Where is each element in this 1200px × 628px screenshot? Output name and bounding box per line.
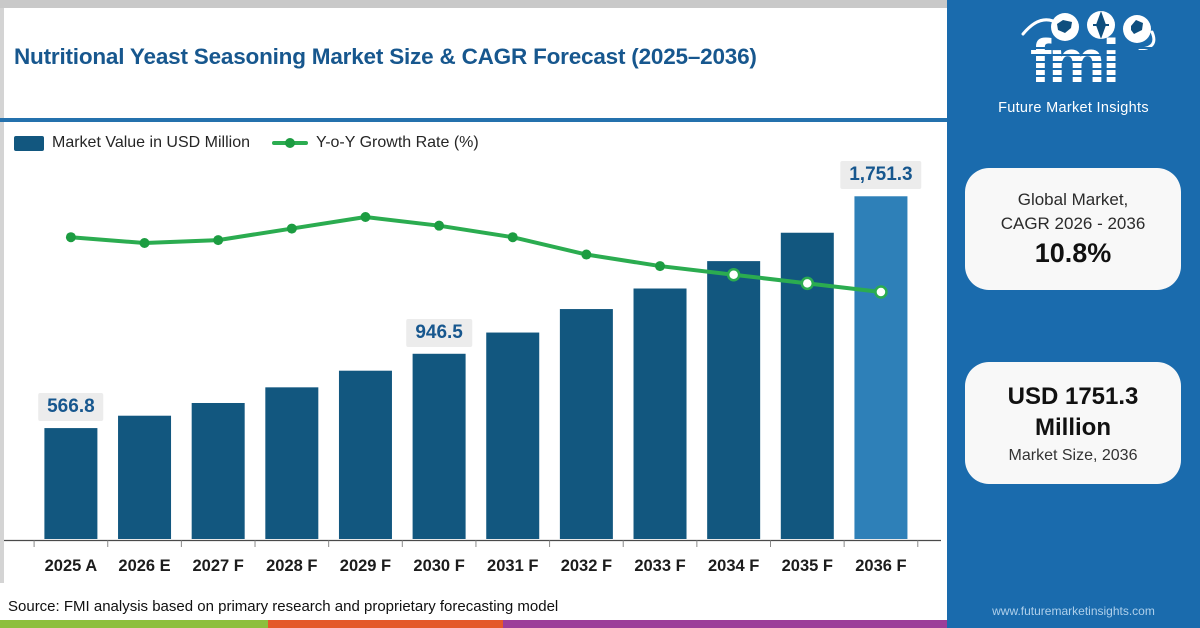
source-note: Source: FMI analysis based on primary re… — [8, 598, 559, 615]
bar-2027-f — [191, 402, 245, 539]
combo-chart: 2025 A 2026 E 2027 F 2028 F 2029 F 2030 F 2031… — [4, 196, 941, 575]
yoy-growth-point — [360, 212, 371, 223]
x-axis-label: 2033 F — [634, 557, 685, 575]
chart-legend: Market Value in USD Million Y-o-Y Growth… — [14, 134, 479, 152]
bar-2028-f — [265, 387, 319, 539]
cagr-card-line1: Global Market, — [1017, 189, 1129, 209]
logo-tagline: Future Market Insights — [998, 100, 1149, 116]
line-legend-glyph-icon — [272, 135, 308, 151]
header-divider — [0, 118, 947, 122]
yoy-growth-point — [874, 285, 888, 299]
x-axis-label: 2029 F — [340, 557, 391, 575]
bar-2025-a — [44, 428, 98, 539]
x-axis-label: 2036 F — [855, 557, 906, 575]
yoy-growth-point — [507, 232, 518, 243]
x-axis-label: 2027 F — [192, 557, 243, 575]
bar-2031-f — [486, 332, 540, 539]
bar-2032-f — [559, 309, 613, 539]
x-axis-label: 2035 F — [782, 557, 833, 575]
strip-orange-segment — [268, 620, 503, 628]
bar-2033-f — [633, 288, 687, 539]
strip-purple-segment — [503, 620, 947, 628]
bar-2036-f — [854, 196, 908, 539]
fmi-logo: fmi Future Market Insights — [947, 0, 1200, 125]
yoy-growth-point — [434, 220, 445, 231]
chart-panel: Nutritional Yeast Seasoning Market Size … — [0, 0, 947, 628]
top-frame-bar — [0, 0, 947, 8]
brand-sidebar: fmi Future Market Insights Global Market… — [947, 0, 1200, 628]
cagr-card: Global Market, CAGR 2026 - 2036 10.8% — [965, 168, 1181, 290]
cagr-value: 10.8% — [1034, 237, 1112, 268]
logo-wordmark: fmi — [1030, 26, 1120, 98]
market-size-value-line1: USD 1751.3 — [1007, 382, 1139, 410]
strip-green-segment — [0, 620, 268, 628]
logo-globes-icons — [1021, 11, 1156, 50]
yoy-growth-point — [655, 261, 666, 272]
bar-legend-label: Market Value in USD Million — [52, 134, 250, 151]
yoy-growth-point — [726, 267, 741, 282]
x-axis-label: 2028 F — [266, 557, 317, 575]
x-axis-label: 2031 F — [487, 557, 538, 575]
bar-2034-f — [707, 261, 761, 539]
bar-2030-f — [412, 353, 466, 539]
bar-2029-f — [338, 370, 392, 539]
bar-2026-e — [118, 415, 172, 539]
yoy-growth-point — [286, 223, 297, 234]
yoy-growth-point — [800, 276, 815, 291]
x-axis-label: 2032 F — [561, 557, 612, 575]
market-size-value-line2: Million — [1035, 413, 1111, 441]
bar-legend-swatch-icon — [14, 135, 44, 151]
x-axis-label: 2025 A — [45, 557, 98, 575]
x-axis-label: 2030 F — [413, 557, 464, 575]
bottom-color-strip — [0, 620, 947, 628]
website-link[interactable]: www.futuremarketinsights.com — [992, 604, 1155, 618]
line-legend-label: Y-o-Y Growth Rate (%) — [316, 134, 479, 151]
yoy-growth-point — [213, 235, 224, 246]
yoy-growth-point — [65, 232, 76, 243]
x-axis-label: 2026 E — [118, 557, 170, 575]
market-size-caption: Market Size, 2036 — [1008, 446, 1138, 464]
yoy-growth-point — [139, 237, 150, 248]
market-size-card: USD 1751.3 Million Market Size, 2036 — [965, 362, 1181, 484]
left-frame-bar — [0, 8, 4, 583]
cagr-card-line2: CAGR 2026 - 2036 — [1000, 213, 1146, 233]
page-title: Nutritional Yeast Seasoning Market Size … — [14, 44, 757, 69]
x-axis-label: 2034 F — [708, 557, 759, 575]
yoy-growth-line — [68, 215, 883, 295]
yoy-growth-point — [581, 249, 592, 260]
